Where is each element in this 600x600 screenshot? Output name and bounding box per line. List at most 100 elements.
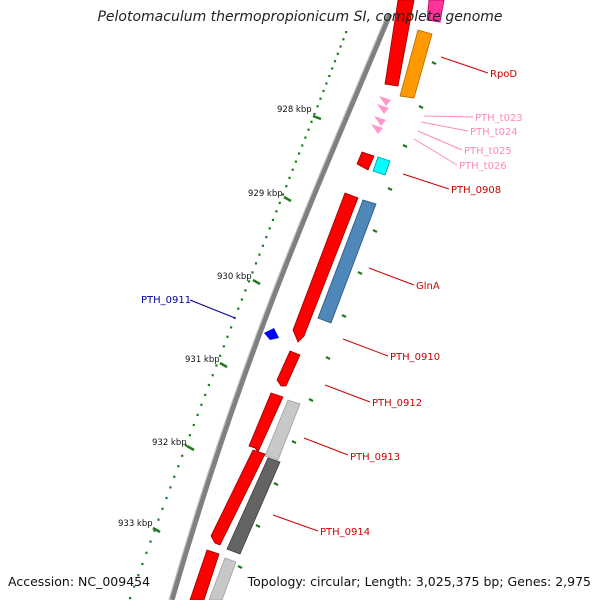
outer-track <box>237 61 437 569</box>
ruler-dot <box>291 168 294 171</box>
callout-pth-0910 <box>342 338 389 357</box>
outer-track-mark <box>291 440 297 444</box>
outer-track-mark <box>357 271 363 275</box>
ruler-dot <box>313 112 316 116</box>
ruler-dot <box>173 475 176 478</box>
callout-pth-0914 <box>272 514 319 532</box>
ruler-dot <box>288 176 291 179</box>
ruler-dot <box>129 597 132 600</box>
ruler-dot <box>342 38 345 41</box>
map-title: Pelotomaculum thermopropionicum SI, comp… <box>97 9 503 25</box>
ruler-dot <box>275 210 278 213</box>
ruler-tick <box>219 361 228 369</box>
ruler-dot <box>230 326 233 329</box>
label-pth-t025: PTH_t025 <box>464 146 512 157</box>
callout-pth-t026 <box>413 138 458 166</box>
genome-summary: Topology: circular; Length: 3,025,375 bp… <box>247 574 591 589</box>
label-pth-0910: PTH_0910 <box>390 352 440 363</box>
gene-trna-t026[interactable] <box>371 124 383 134</box>
ruler-dot <box>333 60 337 63</box>
ruler-dot <box>219 354 222 357</box>
gene-top-pink[interactable] <box>426 0 445 23</box>
ruler-dot <box>281 193 285 196</box>
genome-backbone <box>169 13 393 600</box>
gene-trna-t023[interactable] <box>379 96 391 106</box>
callout-pth-0908 <box>402 173 450 190</box>
ruler-dot <box>169 486 172 489</box>
ruler-dot <box>211 374 214 377</box>
gene-bottom-grey[interactable] <box>208 557 237 600</box>
ruler-dot <box>310 120 313 123</box>
gene-pth-0912[interactable] <box>276 350 301 387</box>
ruler-dot <box>325 82 328 85</box>
ruler-dot <box>200 403 203 406</box>
ruler-label-931: 931 kbp <box>185 355 220 365</box>
ruler-dot <box>188 434 191 437</box>
ruler-tick <box>283 195 292 203</box>
gene-pth-0914-grey[interactable] <box>226 457 281 555</box>
gene-trna-t025[interactable] <box>374 116 386 126</box>
label-pth-0908: PTH_0908 <box>451 185 501 196</box>
ruler-dot <box>215 364 218 367</box>
gene-pth-0908-cyan[interactable] <box>372 156 391 176</box>
ruler-labels: 928 kbp 929 kbp 930 kbp 931 kbp 932 kbp … <box>118 105 312 529</box>
ruler-dot <box>161 507 164 510</box>
ruler-dot <box>301 144 304 147</box>
gene-pth-0911[interactable] <box>264 328 279 340</box>
gene-pth-0910[interactable] <box>292 192 359 343</box>
label-rpod: RpoD <box>490 69 517 80</box>
label-pth-0911: PTH_0911 <box>141 295 191 306</box>
gene-labels: RpoD PTH_t023 PTH_t024 PTH_t025 PTH_t026… <box>141 69 523 538</box>
label-pth-0913: PTH_0913 <box>350 452 400 463</box>
ruler-dot <box>251 271 254 274</box>
ruler-dot <box>304 136 307 139</box>
outer-track-mark <box>341 314 347 318</box>
ruler-dot <box>222 345 225 348</box>
ruler-dot <box>328 74 331 78</box>
outer-track-mark <box>255 524 261 528</box>
ruler-tick <box>186 444 195 452</box>
ruler-dot <box>316 105 319 108</box>
ruler-tick <box>152 526 161 534</box>
ruler-dot <box>157 518 160 521</box>
label-glna: GlnA <box>416 281 440 292</box>
callout-pth-0913 <box>303 437 349 456</box>
ruler-label-932: 932 kbp <box>152 438 187 448</box>
outer-track-mark <box>431 61 437 65</box>
gene-rpod[interactable] <box>399 29 433 99</box>
genes <box>189 0 445 600</box>
gene-pth-0914[interactable] <box>210 449 266 546</box>
ruler-dot <box>268 227 271 230</box>
ruler-label-930: 930 kbp <box>217 272 252 282</box>
ruler-dot <box>298 152 301 155</box>
ruler-dot <box>278 201 281 204</box>
ruler-dot <box>285 185 288 188</box>
ruler-dot <box>307 128 310 131</box>
ruler-dot <box>294 160 297 163</box>
gene-pth-0913[interactable] <box>248 392 284 453</box>
ruler-dot <box>177 465 180 468</box>
gene-pth-0913-grey[interactable] <box>264 399 301 461</box>
gene-bottom-red[interactable] <box>189 549 220 600</box>
ruler-dot <box>265 236 268 239</box>
label-pth-t024: PTH_t024 <box>470 127 518 138</box>
gene-trna-t024[interactable] <box>377 104 389 114</box>
ruler-dot <box>322 89 325 93</box>
ruler-dot <box>141 562 144 566</box>
gene-glna[interactable] <box>317 199 377 324</box>
callout-rpod <box>440 56 489 74</box>
ruler-dot <box>133 585 136 588</box>
ruler-dot <box>240 298 243 301</box>
genome-backbone-highlight <box>168 13 388 600</box>
outer-track-mark <box>372 229 378 233</box>
gene-upper-red[interactable] <box>384 0 415 87</box>
ruler-dot <box>149 540 152 543</box>
ruler-dot <box>339 45 342 48</box>
ruler-dot <box>204 393 207 396</box>
callout-glna <box>368 267 415 286</box>
gene-pth-0908[interactable] <box>356 151 375 171</box>
callout-pth-0912 <box>324 384 371 403</box>
ruler-dot <box>196 413 199 416</box>
ruler-dot <box>345 31 348 34</box>
